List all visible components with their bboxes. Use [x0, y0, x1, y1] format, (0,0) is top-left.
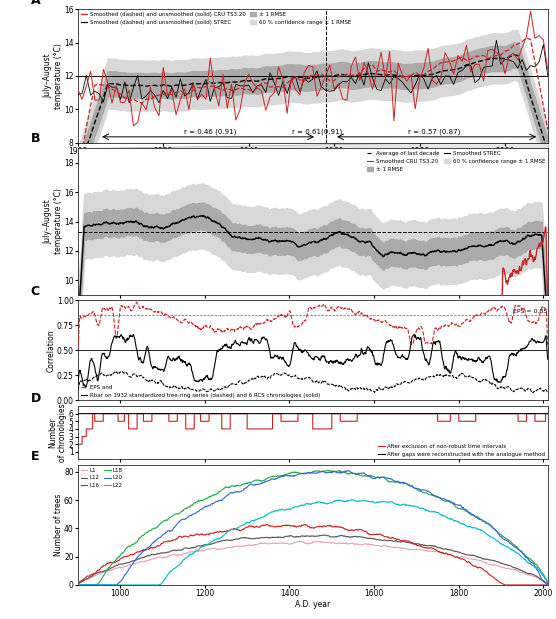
Line: L12: L12: [78, 535, 548, 584]
L18: [325, 467, 332, 474]
L20: [463, 506, 469, 513]
Legend: After exclusion of non-robust time intervals, After gaps were reconstructed with: After exclusion of non-robust time inter…: [378, 444, 545, 457]
Text: D: D: [31, 392, 41, 405]
L20: [391, 477, 398, 484]
L1: [264, 540, 270, 547]
L20: [544, 581, 551, 589]
L22: [75, 581, 81, 589]
Text: A: A: [31, 0, 41, 7]
L12: [75, 581, 81, 588]
Legend: Smoothed (dashed) and unsmoothed (solid) CRU TS3.20, Smoothed (dashed) and unsmo: Smoothed (dashed) and unsmoothed (solid)…: [81, 12, 351, 25]
L1: [391, 544, 398, 552]
Text: r = 0.46 (0.91): r = 0.46 (0.91): [184, 128, 236, 135]
L1: [246, 542, 252, 549]
L1: [75, 580, 81, 587]
L22: [198, 543, 205, 551]
Y-axis label: Number
of chronologies: Number of chronologies: [48, 404, 67, 462]
L18: [75, 581, 81, 589]
Text: B: B: [31, 132, 41, 145]
L20: [264, 478, 270, 485]
L20: [246, 482, 252, 489]
Line: L20: L20: [78, 470, 548, 585]
Y-axis label: Correlation: Correlation: [46, 329, 55, 372]
L16: [391, 535, 398, 542]
L16: [75, 580, 81, 587]
L22: [349, 496, 355, 503]
L16: [264, 521, 270, 529]
L1: [463, 554, 469, 561]
Legend: Average of last decade, Smoothed CRU TS3.20, ± 1 RMSE, Smoothed STREC, 60 % conf: Average of last decade, Smoothed CRU TS3…: [367, 151, 545, 171]
Legend: EPS and, Rbar on 1932 standardized tree-ring series (dashed) and 6 RCS chronolog: EPS and, Rbar on 1932 standardized tree-…: [81, 385, 320, 398]
Text: r = 0.61(0.91): r = 0.61(0.91): [292, 128, 342, 135]
L18: [463, 508, 469, 515]
Line: L1: L1: [78, 541, 548, 584]
L22: [463, 521, 469, 529]
L18: [391, 478, 398, 486]
Line: L22: L22: [78, 500, 548, 585]
L18: [246, 479, 252, 487]
L20: [345, 467, 351, 474]
L16: [246, 522, 252, 530]
L22: [264, 512, 270, 519]
L18: [198, 496, 205, 504]
L22: [391, 500, 398, 507]
L22: [246, 519, 252, 526]
L16: [503, 581, 509, 589]
L20: [374, 474, 380, 481]
L1: [374, 542, 380, 549]
Y-axis label: July–August
temperature (°C): July–August temperature (°C): [43, 189, 63, 254]
L12: [544, 580, 551, 587]
X-axis label: A.D. year: A.D. year: [295, 600, 330, 608]
Text: r = 0.57 (0.87): r = 0.57 (0.87): [408, 128, 461, 135]
Y-axis label: Number of trees: Number of trees: [53, 494, 62, 556]
L18: [374, 474, 380, 481]
L1: [297, 537, 304, 545]
Text: C: C: [31, 285, 40, 298]
L12: [264, 534, 270, 541]
L1: [198, 547, 205, 554]
L1: [544, 580, 551, 587]
L12: [246, 535, 252, 542]
L18: [544, 578, 551, 586]
Text: EPS = 0.85: EPS = 0.85: [513, 310, 547, 314]
Y-axis label: July–August
temperature (°C): July–August temperature (°C): [43, 43, 63, 109]
L20: [75, 581, 81, 589]
L16: [544, 581, 551, 589]
Line: L16: L16: [78, 524, 548, 585]
L12: [374, 536, 380, 543]
Line: L18: L18: [78, 470, 548, 585]
Legend: L1, L12, L16, L18, L20, L22: L1, L12, L16, L18, L20, L22: [81, 468, 123, 488]
X-axis label: A.D. year: A.D. year: [295, 157, 330, 167]
L12: [391, 537, 398, 545]
L12: [322, 531, 329, 539]
L18: [264, 475, 270, 483]
L16: [374, 530, 380, 538]
L22: [374, 499, 380, 506]
L22: [544, 578, 551, 586]
L12: [198, 542, 205, 550]
L16: [463, 558, 469, 565]
L12: [463, 551, 469, 558]
L20: [198, 506, 205, 513]
Text: E: E: [31, 449, 39, 462]
L16: [198, 530, 205, 538]
L16: [302, 521, 309, 528]
